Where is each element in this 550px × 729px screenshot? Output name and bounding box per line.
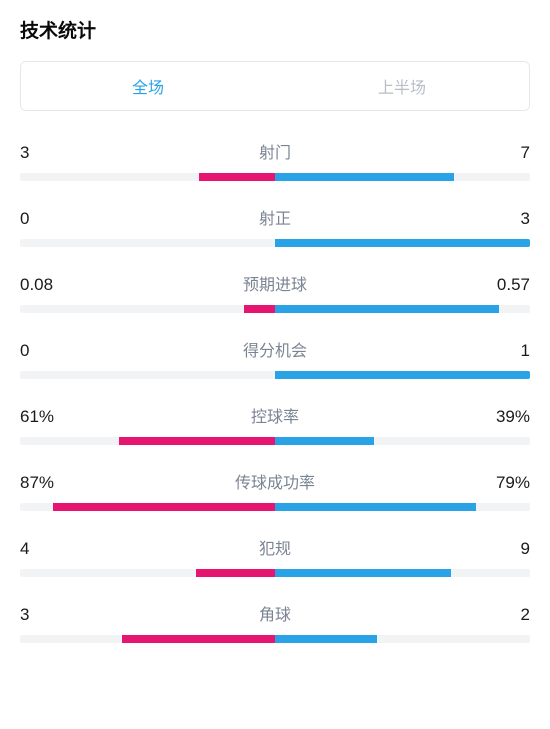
stat-left-value: 0 [20, 341, 80, 361]
stat-bar [20, 239, 530, 247]
stat-bar-right-fill [275, 239, 530, 247]
stat-row: 0射正3 [20, 205, 530, 247]
stats-container: 3射门70射正30.08预期进球0.570得分机会161%控球率39%87%传球… [20, 139, 530, 643]
stat-bar-left-fill [196, 569, 275, 577]
stat-bar [20, 437, 530, 445]
stat-left-value: 0.08 [20, 275, 80, 295]
tab-group: 全场上半场 [20, 61, 530, 111]
stat-label: 射正 [80, 205, 470, 229]
stat-row: 61%控球率39% [20, 403, 530, 445]
stat-label: 犯规 [80, 535, 470, 559]
stat-right-value: 39% [470, 407, 530, 427]
stat-label: 控球率 [80, 403, 470, 427]
stat-row: 0得分机会1 [20, 337, 530, 379]
stat-bar-right-fill [275, 437, 374, 445]
stat-row: 3角球2 [20, 601, 530, 643]
stat-label: 射门 [80, 139, 470, 163]
stat-bar [20, 569, 530, 577]
stat-left-value: 61% [20, 407, 80, 427]
stat-bar-right-fill [275, 173, 454, 181]
stat-row: 4犯规9 [20, 535, 530, 577]
tab-0[interactable]: 全场 [21, 62, 275, 110]
stat-row: 87%传球成功率79% [20, 469, 530, 511]
stat-bar-right-fill [275, 503, 476, 511]
stat-bar-left-fill [122, 635, 275, 643]
stat-right-value: 1 [470, 341, 530, 361]
stat-label: 预期进球 [80, 271, 470, 295]
stat-label: 得分机会 [80, 337, 470, 361]
stat-bar [20, 635, 530, 643]
stat-left-value: 3 [20, 143, 80, 163]
stat-right-value: 0.57 [470, 275, 530, 295]
stat-bar [20, 371, 530, 379]
page-title: 技术统计 [20, 16, 530, 43]
stat-bar-left-fill [53, 503, 275, 511]
stat-right-value: 79% [470, 473, 530, 493]
stat-left-value: 4 [20, 539, 80, 559]
stat-left-value: 0 [20, 209, 80, 229]
stat-right-value: 2 [470, 605, 530, 625]
stat-bar-left-fill [199, 173, 276, 181]
stat-right-value: 9 [470, 539, 530, 559]
stat-label: 角球 [80, 601, 470, 625]
tab-1[interactable]: 上半场 [275, 62, 529, 110]
stat-right-value: 7 [470, 143, 530, 163]
stat-bar-left-fill [244, 305, 275, 313]
stat-bar-right-fill [275, 635, 377, 643]
stat-bar-right-fill [275, 569, 451, 577]
stat-left-value: 87% [20, 473, 80, 493]
stat-bar [20, 503, 530, 511]
stat-right-value: 3 [470, 209, 530, 229]
stat-row: 3射门7 [20, 139, 530, 181]
stat-bar-right-fill [275, 305, 499, 313]
stat-bar-left-fill [119, 437, 275, 445]
stat-row: 0.08预期进球0.57 [20, 271, 530, 313]
stat-bar-right-fill [275, 371, 530, 379]
stat-bar [20, 173, 530, 181]
stat-label: 传球成功率 [80, 469, 470, 493]
stat-bar [20, 305, 530, 313]
stat-left-value: 3 [20, 605, 80, 625]
